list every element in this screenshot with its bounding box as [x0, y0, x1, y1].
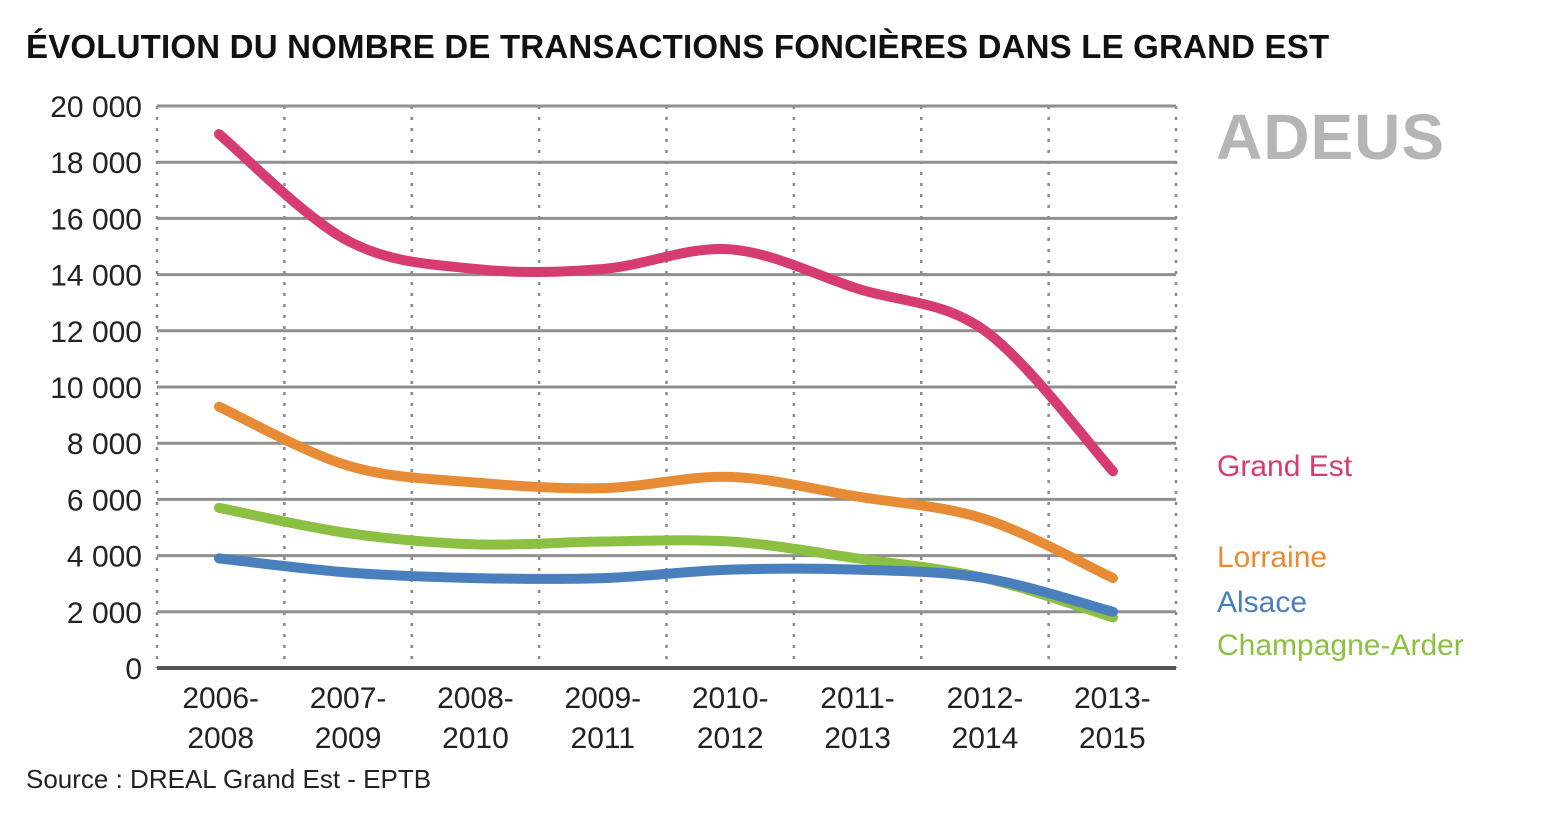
y-tick-label: 14 000 [50, 260, 142, 293]
legend-lorraine: Lorraine [1217, 541, 1328, 574]
chart-title: ÉVOLUTION DU NOMBRE DE TRANSACTIONS FONC… [26, 28, 1330, 65]
x-tick-label: 2013 [824, 722, 891, 755]
x-tick-label: 2008 [187, 722, 254, 755]
legend-grand-est: Grand Est [1217, 450, 1353, 483]
series-lines [214, 129, 1118, 623]
y-tick-label: 8 000 [67, 428, 142, 461]
x-tick-label: 2015 [1079, 722, 1146, 755]
x-tick-label: 2007- [310, 682, 387, 715]
x-tick-label: 2010 [442, 722, 509, 755]
y-axis: 0 2 000 4 000 6 000 8 000 10 000 12 000 14 000 1… [50, 91, 142, 686]
x-tick-label: 2011- [820, 682, 895, 715]
y-tick-label: 16 000 [50, 203, 142, 236]
y-tick-label: 6 000 [67, 484, 142, 517]
series-line-alsace [214, 553, 1118, 617]
x-tick-label: 2009 [315, 722, 382, 755]
y-tick-label: 2 000 [67, 597, 142, 630]
grid [155, 104, 1178, 670]
x-axis: 2006- 2008 2007- 2009 2008- 2010 2009- 2011 2010… [182, 682, 1150, 755]
x-tick-label: 2012- [947, 682, 1024, 715]
y-tick-label: 18 000 [50, 147, 142, 180]
y-tick-label: 4 000 [67, 541, 142, 574]
y-tick-label: 0 [125, 653, 142, 686]
legend-alsace: Alsace [1217, 586, 1308, 619]
x-tick-label: 2014 [952, 722, 1019, 755]
x-tick-label: 2009- [564, 682, 641, 715]
series-line-lorraine [214, 401, 1118, 584]
x-tick-label: 2010- [692, 682, 769, 715]
x-tick-label: 2006- [182, 682, 259, 715]
source-note: Source : DREAL Grand Est - EPTB [26, 764, 432, 794]
series-line-grand-est [214, 129, 1118, 477]
y-tick-label: 12 000 [50, 316, 142, 349]
legend-champagne-ardenne: Champagne-Arder [1217, 629, 1464, 662]
y-tick-label: 20 000 [50, 91, 142, 124]
x-tick-label: 2008- [437, 682, 514, 715]
x-tick-label: 2013- [1074, 682, 1151, 715]
adeus-logo: ADEUS [1216, 101, 1446, 173]
y-tick-label: 10 000 [50, 372, 142, 405]
x-tick-label: 2011 [571, 722, 636, 755]
x-tick-label: 2012 [697, 722, 764, 755]
